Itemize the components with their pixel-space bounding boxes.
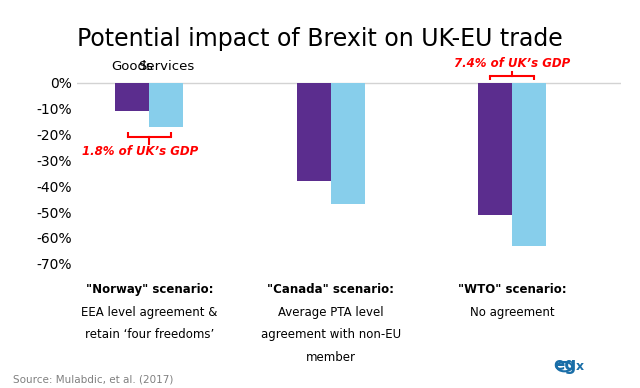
Text: Average PTA level: Average PTA level (278, 306, 383, 319)
Bar (149, 83, 183, 127)
Text: Services: Services (138, 60, 195, 73)
Text: member: member (306, 351, 356, 364)
Text: agreement with non-EU: agreement with non-EU (260, 328, 401, 341)
Text: Source: Mulabdic, et al. (2017): Source: Mulabdic, et al. (2017) (13, 374, 173, 384)
Text: "WTO" scenario:: "WTO" scenario: (458, 283, 566, 296)
Text: "Canada" scenario:: "Canada" scenario: (267, 283, 394, 296)
Text: EEA level agreement &: EEA level agreement & (81, 306, 218, 319)
Text: eg: eg (553, 357, 576, 374)
Text: Goods: Goods (111, 60, 154, 73)
Bar (478, 83, 512, 215)
Text: x: x (576, 360, 584, 373)
Text: "Norway" scenario:: "Norway" scenario: (86, 283, 213, 296)
Text: Potential impact of Brexit on UK-EU trade: Potential impact of Brexit on UK-EU trad… (77, 27, 563, 51)
Text: retain ‘four freedoms’: retain ‘four freedoms’ (84, 328, 214, 341)
Bar (115, 83, 149, 111)
Bar (512, 83, 546, 246)
Text: 1.8% of UK’s GDP: 1.8% of UK’s GDP (81, 146, 198, 158)
Text: No agreement: No agreement (470, 306, 554, 319)
Bar (297, 83, 331, 181)
Text: 7.4% of UK’s GDP: 7.4% of UK’s GDP (454, 57, 570, 70)
Bar (331, 83, 365, 204)
